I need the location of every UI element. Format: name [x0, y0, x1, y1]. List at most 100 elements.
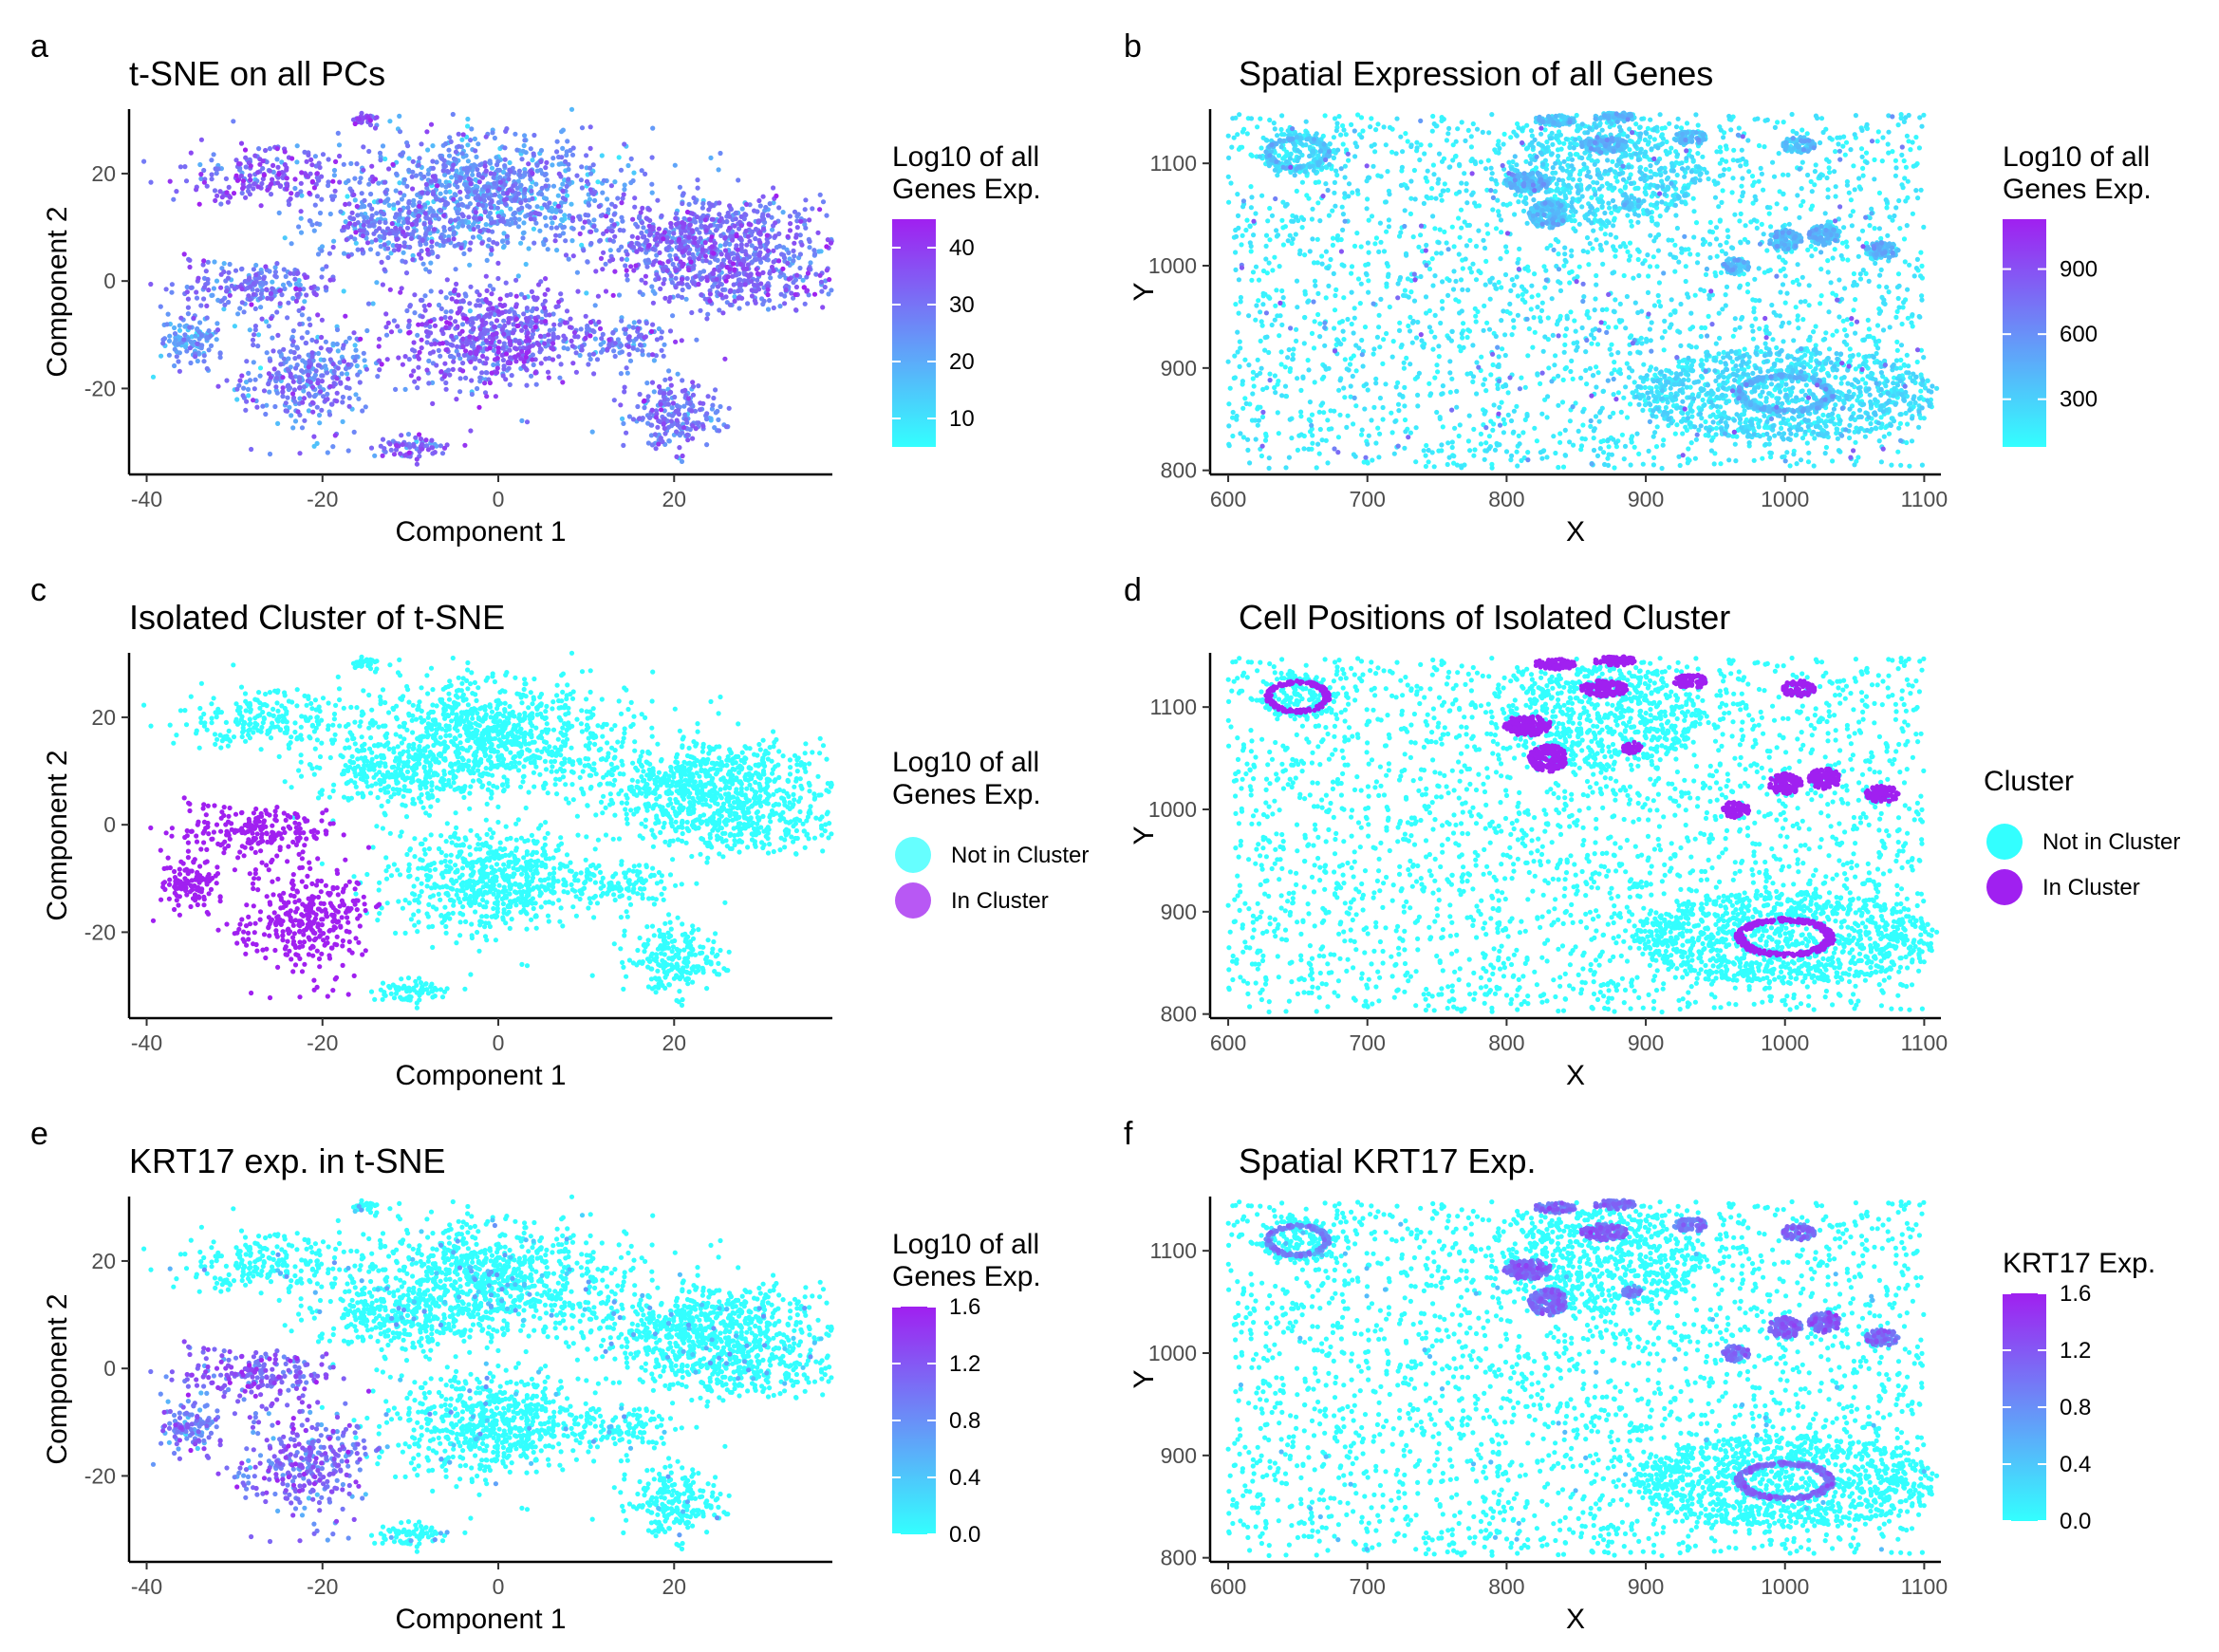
data-point	[680, 378, 684, 382]
data-point	[644, 381, 649, 385]
data-point	[1479, 432, 1483, 436]
data-point	[691, 195, 696, 200]
data-point	[255, 343, 260, 348]
data-point	[623, 182, 627, 187]
data-point	[480, 203, 485, 208]
data-point	[491, 287, 495, 291]
data-point	[620, 257, 625, 262]
data-point	[531, 241, 536, 246]
data-point	[818, 273, 823, 278]
data-point	[416, 213, 420, 218]
data-point	[361, 144, 365, 149]
data-point	[478, 216, 483, 221]
data-point	[224, 378, 229, 382]
data-point	[618, 228, 623, 232]
data-point	[306, 153, 310, 158]
data-point	[239, 141, 244, 146]
data-point	[661, 281, 665, 286]
data-point	[253, 378, 258, 382]
data-point	[234, 397, 239, 401]
data-point	[258, 365, 263, 370]
data-point	[630, 234, 635, 239]
data-point	[776, 205, 781, 210]
data-point	[625, 273, 629, 278]
data-point	[379, 210, 383, 214]
data-point	[682, 413, 687, 418]
data-point	[720, 288, 725, 292]
data-point	[351, 193, 356, 197]
data-point	[1629, 219, 1633, 224]
data-point	[785, 261, 790, 266]
data-point	[479, 370, 484, 375]
data-point	[780, 267, 785, 271]
data-point	[657, 251, 662, 255]
data-point	[502, 163, 507, 168]
data-point	[420, 314, 425, 319]
data-point	[255, 288, 260, 292]
data-point	[394, 237, 399, 242]
data-point	[525, 419, 530, 424]
data-point	[1598, 439, 1603, 444]
data-point	[1738, 198, 1743, 203]
data-point	[360, 191, 364, 195]
data-point	[704, 229, 709, 233]
data-point	[1486, 158, 1491, 163]
data-point	[433, 324, 438, 328]
data-point	[715, 409, 719, 414]
data-point	[647, 207, 652, 212]
data-point	[412, 444, 417, 449]
data-point	[268, 452, 272, 456]
data-point	[570, 343, 575, 348]
data-point	[1314, 180, 1318, 185]
data-point	[443, 347, 448, 352]
data-point	[508, 169, 513, 174]
data-point	[662, 417, 666, 421]
data-point	[1563, 333, 1568, 338]
data-point	[612, 179, 617, 184]
data-point	[249, 447, 253, 452]
data-point	[584, 314, 588, 319]
data-point	[460, 337, 465, 342]
data-point	[704, 442, 709, 447]
data-point	[501, 345, 506, 350]
data-point	[511, 330, 515, 335]
data-point	[616, 248, 621, 252]
data-point	[544, 223, 549, 228]
data-point	[342, 251, 346, 256]
data-point	[345, 178, 350, 183]
data-point	[403, 354, 408, 359]
data-point	[587, 203, 591, 208]
data-point	[1833, 247, 1837, 251]
data-point	[1636, 257, 1641, 262]
data-point	[588, 357, 593, 362]
data-point	[550, 162, 554, 167]
y-axis-title: Component 2	[42, 206, 73, 377]
data-point	[182, 251, 187, 256]
data-point	[1437, 354, 1442, 359]
data-point	[817, 207, 822, 212]
data-point	[199, 138, 204, 142]
data-point	[337, 179, 342, 184]
data-point	[563, 321, 568, 325]
data-point	[650, 155, 655, 159]
data-point	[448, 354, 453, 359]
data-point	[293, 365, 298, 370]
data-point	[352, 222, 357, 227]
data-point	[806, 270, 811, 275]
data-point	[818, 193, 823, 197]
data-point	[289, 372, 293, 377]
data-point	[447, 135, 452, 139]
data-point	[536, 282, 541, 287]
data-point	[460, 223, 465, 228]
data-point	[202, 180, 207, 185]
data-point	[394, 443, 399, 448]
data-point	[259, 203, 264, 208]
data-point	[376, 181, 381, 186]
data-point	[324, 340, 328, 344]
data-point	[366, 149, 371, 154]
data-point	[1340, 319, 1345, 324]
data-point	[319, 345, 324, 350]
data-point	[454, 282, 458, 287]
data-point	[439, 328, 444, 333]
data-point	[409, 236, 414, 241]
